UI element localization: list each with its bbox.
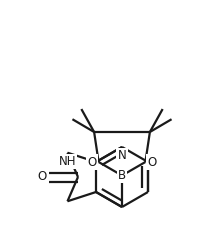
Text: N: N: [118, 149, 126, 162]
Text: B: B: [118, 169, 126, 182]
Text: NH: NH: [59, 155, 76, 168]
Text: O: O: [147, 156, 157, 168]
Text: O: O: [87, 156, 97, 168]
Text: O: O: [37, 171, 47, 184]
